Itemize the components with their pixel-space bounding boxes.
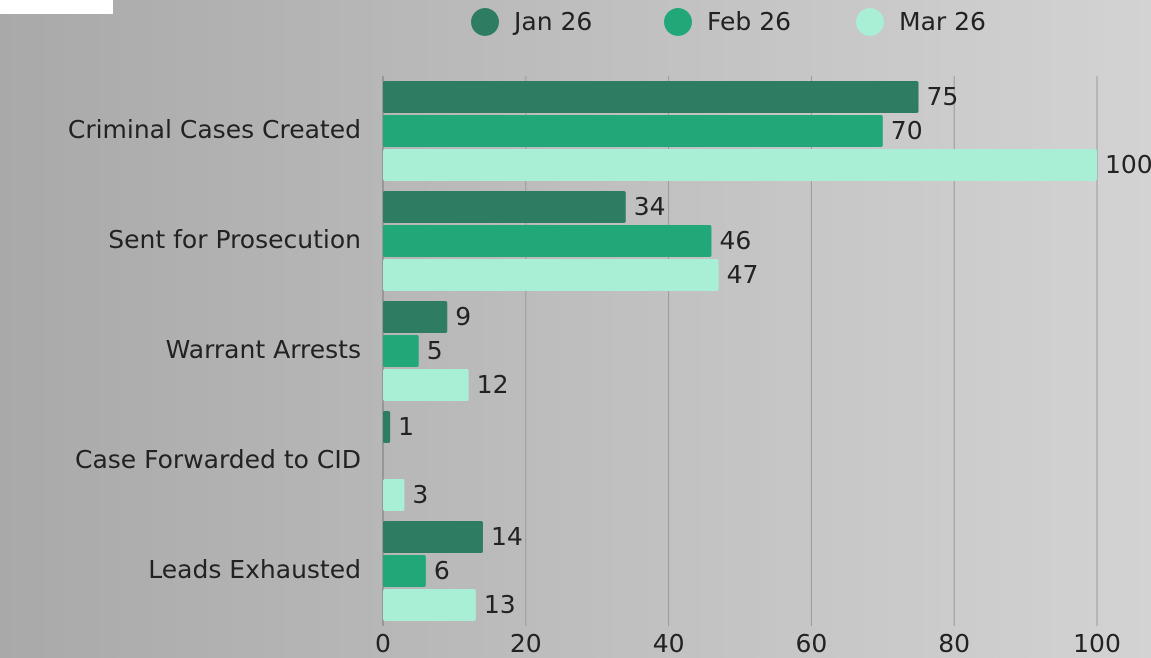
x-tick-label: 40 — [653, 629, 685, 658]
bar — [383, 81, 919, 113]
legend-label: Mar 26 — [899, 7, 986, 36]
value-label: 70 — [891, 116, 923, 145]
bar — [383, 411, 391, 443]
x-tick-label: 60 — [795, 629, 827, 658]
legend-label: Feb 26 — [707, 7, 791, 36]
y-tick-label: Criminal Cases Created — [68, 115, 361, 144]
value-label: 75 — [927, 82, 959, 111]
x-tick-label: 20 — [510, 629, 542, 658]
bar — [383, 369, 469, 401]
bar — [383, 149, 1097, 181]
value-label: 14 — [491, 522, 523, 551]
bar — [383, 521, 483, 553]
y-tick-label: Case Forwarded to CID — [75, 445, 361, 474]
bar — [383, 301, 448, 333]
bar — [383, 555, 426, 587]
bar — [383, 115, 883, 147]
y-tick-label: Warrant Arrests — [166, 335, 361, 364]
value-label: 3 — [412, 480, 428, 509]
legend-marker — [664, 8, 692, 36]
bar — [383, 479, 405, 511]
value-label: 46 — [719, 226, 751, 255]
bar — [383, 335, 419, 367]
value-label: 5 — [427, 336, 443, 365]
y-tick-label: Leads Exhausted — [148, 555, 361, 584]
corner-box — [0, 0, 113, 14]
x-tick-label: 100 — [1073, 629, 1121, 658]
bar — [383, 259, 719, 291]
value-label: 13 — [484, 590, 516, 619]
value-label: 47 — [727, 260, 759, 289]
x-tick-label: 80 — [938, 629, 970, 658]
bar — [383, 225, 712, 257]
value-label: 12 — [477, 370, 509, 399]
value-label: 100 — [1105, 150, 1151, 179]
value-label: 9 — [455, 302, 471, 331]
bar — [383, 191, 626, 223]
value-label: 6 — [434, 556, 450, 585]
bar — [383, 589, 476, 621]
y-tick-label: Sent for Prosecution — [108, 225, 361, 254]
value-label: 34 — [634, 192, 666, 221]
legend-label: Jan 26 — [512, 7, 592, 36]
x-tick-label: 0 — [375, 629, 391, 658]
value-label: 1 — [398, 412, 414, 441]
legend-marker — [471, 8, 499, 36]
legend-marker — [856, 8, 884, 36]
